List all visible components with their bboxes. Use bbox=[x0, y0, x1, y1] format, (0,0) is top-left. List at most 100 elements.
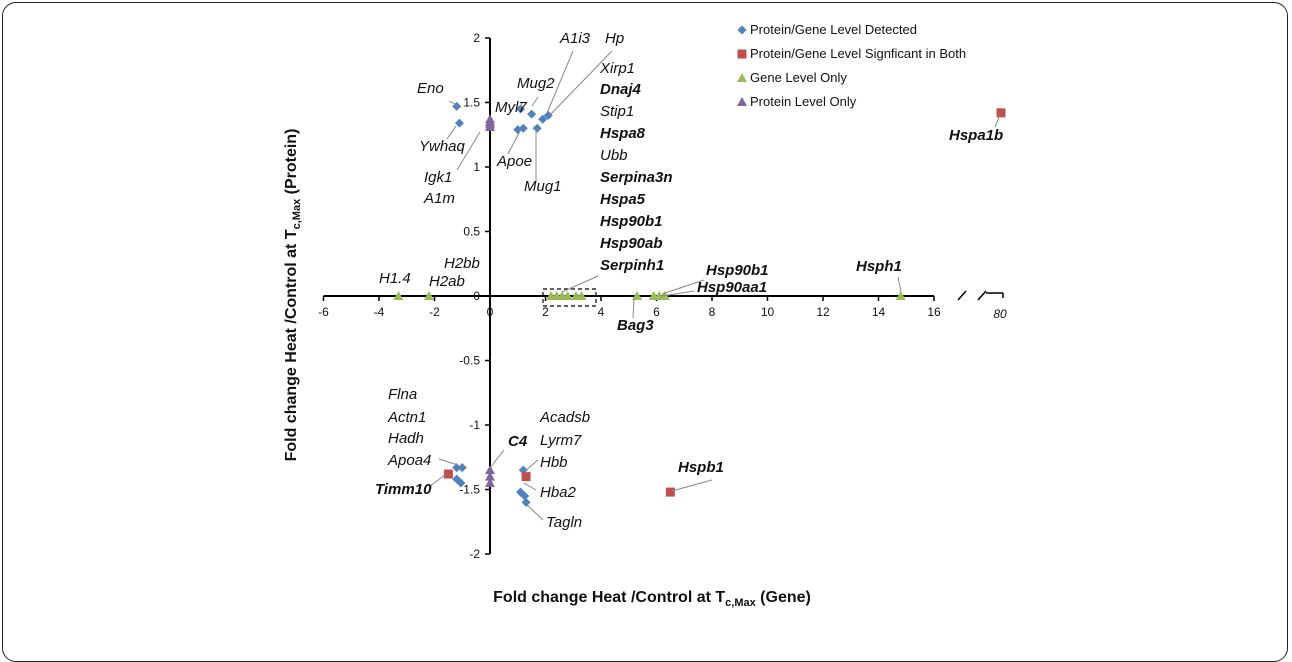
axes: -6 -4 -2 0 2 4 6 8 10 12 14 16 -2 -1.5 -1 -0.5 0 0.5 1 1.5 2… bbox=[318, 31, 1007, 561]
data-point-protein-level-only bbox=[485, 122, 495, 132]
leader-line bbox=[489, 449, 505, 469]
leader-line bbox=[448, 100, 459, 107]
point-label: Stip1 bbox=[600, 103, 634, 120]
point-label: Acadsb bbox=[539, 409, 590, 426]
x-tick-label: 10 bbox=[761, 305, 775, 319]
point-label: Mug1 bbox=[524, 178, 562, 195]
point-label: Serpinh1 bbox=[600, 257, 664, 274]
point-label: Myl7 bbox=[495, 99, 527, 116]
point-label: Hp bbox=[605, 30, 624, 47]
data-point-protein-gene-level-detected bbox=[543, 110, 553, 120]
point-labels: Eno Ywhaq Igk1 A1m Myl7 Mug2 A1i3 Hp Apoe Mug1 Xir… bbox=[375, 30, 1003, 531]
leader-line bbox=[438, 458, 459, 466]
point-label: Hspa8 bbox=[600, 125, 646, 142]
leader-line bbox=[523, 482, 537, 491]
point-label: Apoe bbox=[496, 153, 532, 170]
data-point-protein-gene-level-detected bbox=[516, 104, 526, 114]
x-tick-label: -2 bbox=[429, 305, 440, 319]
data-point-protein-level-only bbox=[485, 465, 495, 475]
data-point-protein-gene-level-signficant-in-both bbox=[443, 469, 453, 479]
leader-line bbox=[661, 279, 705, 295]
x-tick-label: 0 bbox=[487, 305, 494, 319]
point-label: Serpina3n bbox=[600, 169, 673, 186]
data-point-protein-gene-level-signficant-in-both bbox=[665, 487, 675, 497]
x-tick-label-80: 80 bbox=[993, 307, 1007, 321]
x-tick-label: 2 bbox=[542, 305, 549, 319]
y-tick-label: -0.5 bbox=[459, 354, 480, 368]
leader-line bbox=[994, 114, 1001, 128]
data-point-protein-gene-level-detected bbox=[527, 109, 537, 119]
point-label: Ywhaq bbox=[419, 138, 466, 155]
data-point-protein-gene-level-detected bbox=[518, 123, 528, 133]
leader-line bbox=[632, 298, 635, 319]
legend-marker bbox=[737, 97, 747, 106]
point-label: Bag3 bbox=[617, 317, 654, 334]
point-label: Hbb bbox=[540, 454, 568, 471]
leader-line bbox=[661, 290, 695, 297]
point-label: Ubb bbox=[600, 147, 628, 164]
x-axis-title: Fold change Heat /Control at Tc,Max (Gen… bbox=[493, 589, 811, 609]
point-label: Apoa4 bbox=[387, 452, 431, 469]
data-point-protein-gene-level-detected bbox=[520, 491, 530, 501]
x-tick-label: -4 bbox=[374, 305, 385, 319]
data-point-gene-level-only bbox=[423, 291, 434, 300]
point-label: Actn1 bbox=[387, 409, 426, 426]
point-label: Hadh bbox=[388, 430, 424, 447]
data-point-protein-level-only bbox=[485, 478, 495, 488]
y-axis-title: Fold change Heat /Control at Tc,Max (Pro… bbox=[283, 129, 303, 462]
data-point-gene-level-only bbox=[576, 291, 587, 300]
data-point-protein-gene-level-detected bbox=[532, 123, 542, 133]
y-tick-label: 1 bbox=[473, 160, 480, 174]
y-tick-label: 0 bbox=[473, 289, 480, 303]
y-tick-label: -2 bbox=[469, 547, 480, 561]
y-tick-label: -1.5 bbox=[459, 483, 480, 497]
point-label: Igk1 bbox=[424, 169, 452, 186]
data-points bbox=[393, 101, 1006, 507]
leader-line bbox=[526, 504, 544, 521]
point-label: Hspb1 bbox=[678, 459, 724, 476]
data-point-protein-gene-level-detected bbox=[521, 497, 531, 507]
point-label: Flna bbox=[388, 386, 417, 403]
x-tick-label: 14 bbox=[872, 305, 886, 319]
leader-line bbox=[897, 276, 902, 293]
leader-line bbox=[428, 473, 447, 488]
point-label: Xirp1 bbox=[599, 60, 635, 77]
point-label: Hspa5 bbox=[600, 191, 646, 208]
point-label: Tagln bbox=[546, 514, 582, 531]
data-point-protein-gene-level-detected bbox=[456, 478, 466, 488]
data-point-protein-gene-level-signficant-in-both bbox=[521, 472, 531, 482]
point-label: C4 bbox=[508, 433, 528, 450]
legend: Protein/Gene Level Detected Protein/Gene … bbox=[737, 22, 966, 109]
leader-line bbox=[671, 479, 713, 492]
y-tick-label: 2 bbox=[473, 31, 480, 45]
leader-line bbox=[531, 96, 539, 107]
leader-line bbox=[561, 275, 599, 293]
point-label: A1i3 bbox=[559, 30, 591, 47]
point-label: A1m bbox=[423, 190, 455, 207]
data-point-gene-level-only bbox=[393, 291, 404, 300]
data-point-protein-gene-level-signficant-in-both bbox=[996, 108, 1006, 118]
point-label: Dnaj4 bbox=[600, 81, 642, 98]
leader-line bbox=[546, 50, 574, 114]
legend-entry: Gene Level Only bbox=[750, 70, 847, 85]
axis-break-mark bbox=[977, 290, 987, 301]
point-label: Hba2 bbox=[540, 484, 577, 501]
legend-entry: Protein/Gene Level Signficant in Both bbox=[750, 46, 966, 61]
point-label: Hsp90aa1 bbox=[697, 279, 767, 296]
data-point-protein-gene-level-detected bbox=[454, 118, 464, 128]
leader-line bbox=[446, 125, 457, 140]
leader-line bbox=[524, 459, 539, 472]
point-label: Eno bbox=[417, 80, 444, 97]
point-label: Hsp90b1 bbox=[600, 213, 663, 230]
data-point-gene-level-only bbox=[895, 291, 906, 300]
legend-entry: Protein/Gene Level Detected bbox=[750, 22, 917, 37]
leader-line bbox=[519, 102, 523, 109]
y-tick-label: 1.5 bbox=[463, 96, 480, 110]
point-label: H2ab bbox=[429, 273, 465, 290]
legend-entry: Protein Level Only bbox=[750, 94, 857, 109]
data-point-protein-gene-level-detected bbox=[457, 463, 467, 473]
point-label: Lyrm7 bbox=[540, 432, 582, 449]
point-label: H2bb bbox=[444, 255, 480, 272]
x-tick-label: -6 bbox=[318, 305, 329, 319]
point-label: Hspa1b bbox=[949, 127, 1003, 144]
